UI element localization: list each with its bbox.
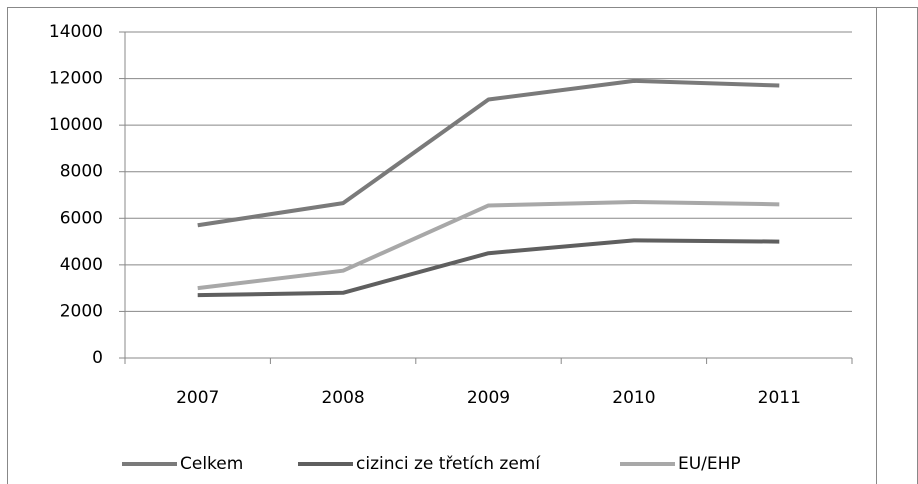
y-tick-label: 0 [92, 348, 103, 368]
legend-label: cizinci ze třetích zemí [356, 454, 541, 474]
y-tick-label: 4000 [60, 255, 103, 275]
x-tick-label: 2007 [176, 388, 219, 408]
x-tick-label: 2008 [321, 388, 364, 408]
y-tick-label: 14000 [49, 22, 103, 42]
x-tick-label: 2011 [758, 388, 801, 408]
y-tick-label: 12000 [49, 69, 103, 89]
x-tick-label: 2010 [612, 388, 655, 408]
x-tick-label: 2009 [467, 388, 510, 408]
legend-label: Celkem [180, 454, 243, 474]
series-line [197, 199, 780, 291]
y-tick-label: 6000 [60, 208, 103, 228]
y-tick-label: 8000 [60, 162, 103, 182]
y-tick-label: 10000 [49, 115, 103, 135]
y-tick-label: 2000 [60, 301, 103, 321]
series-line [197, 78, 780, 228]
legend-label: EU/EHP [678, 454, 741, 474]
series-line [197, 238, 780, 298]
